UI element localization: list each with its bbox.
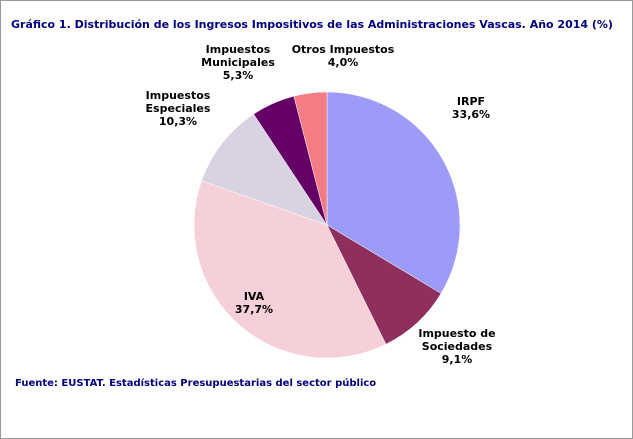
slice-label: Otros Impuestos 4,0%	[283, 43, 403, 69]
pie-slice	[193, 180, 387, 359]
slice-label: IVA 37,7%	[224, 290, 284, 316]
pie-slice	[293, 91, 328, 226]
category-name: Otros Impuestos	[291, 43, 395, 56]
chart-title: Gráfico 1. Distribución de los Ingresos …	[11, 18, 613, 31]
category-name: IRPF	[456, 95, 486, 108]
source-note: Fuente: EUSTAT. Estadísticas Presupuesta…	[15, 378, 377, 389]
pie-slice	[326, 91, 461, 294]
value-label: 4,0%	[327, 56, 359, 69]
value-label: 33,6%	[451, 108, 491, 121]
value-label: 9,1%	[441, 353, 473, 366]
slice-label: IRPF 33,6%	[431, 95, 511, 121]
category-name: Impuestos Municipales	[201, 43, 275, 69]
category-name: Impuestos Especiales	[145, 89, 211, 115]
slice-label: Impuestos Especiales 10,3%	[138, 89, 218, 128]
value-label: 37,7%	[234, 303, 274, 316]
slice-label: Impuestos Municipales 5,3%	[193, 43, 283, 82]
category-name: Impuesto de Sociedades	[418, 327, 496, 353]
pie-slice	[201, 113, 328, 226]
slice-label: Impuesto de Sociedades 9,1%	[407, 327, 507, 366]
value-label: 10,3%	[158, 115, 198, 128]
value-label: 5,3%	[222, 69, 254, 82]
category-name: IVA	[243, 290, 265, 303]
